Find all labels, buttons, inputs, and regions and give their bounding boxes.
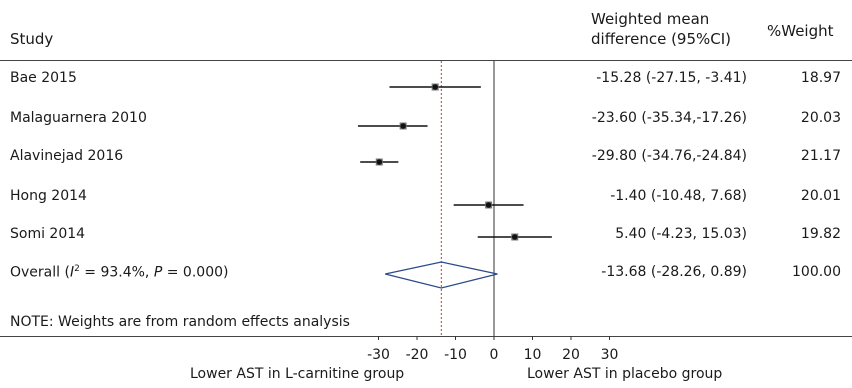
study-label: Hong 2014 (10, 188, 87, 204)
weights-note: NOTE: Weights are from random effects an… (10, 314, 350, 330)
study-ci-text: 5.40 (-4.23, 15.03) (615, 226, 747, 242)
study-label: Somi 2014 (10, 226, 86, 242)
study-ci-text: -1.40 (-10.48, 7.68) (610, 188, 747, 204)
study-point-estimate (485, 202, 492, 208)
study-weight-text: 20.01 (800, 188, 841, 204)
study-ci-text: -23.60 (-35.34,-17.26) (591, 110, 747, 126)
x-tick-label: -30 (367, 347, 390, 363)
study-point-estimate (400, 123, 406, 129)
x-tick-label: 0 (490, 347, 499, 363)
study-label: Bae 2015 (10, 70, 77, 86)
study-weight-text: 19.82 (800, 226, 841, 242)
axis-right-label: Lower AST in placebo group (527, 366, 723, 382)
x-tick-label: 10 (524, 347, 542, 363)
study-point-estimate (511, 234, 518, 240)
axis-left-label: Lower AST in L-carnitine group (190, 366, 405, 382)
x-tick-label: 30 (601, 347, 619, 363)
overall-ci-text: -13.68 (-28.26, 0.89) (601, 264, 747, 280)
weight-column-header: %Weight (767, 22, 834, 40)
study-weight-text: 21.17 (800, 148, 841, 164)
study-point-estimate (376, 159, 383, 165)
overall-weight-text: 100.00 (792, 264, 841, 280)
study-weight-text: 18.97 (800, 70, 841, 86)
x-tick-label: -20 (406, 347, 429, 363)
study-ci-text: -29.80 (-34.76,-24.84) (591, 148, 747, 164)
study-column-header: Study (10, 30, 54, 48)
study-label: Malaguarnera 2010 (10, 110, 147, 126)
effect-column-header-line1: Weighted mean (591, 10, 710, 28)
study-weight-text: 20.03 (800, 110, 841, 126)
study-ci-text: -15.28 (-27.15, -3.41) (596, 70, 747, 86)
header-rule (0, 60, 852, 61)
effect-column-header-line2: difference (95%CI) (591, 30, 732, 48)
overall-label: Overall (I2 = 93.4%, P = 0.000) (10, 264, 229, 281)
x-tick-label: 20 (562, 347, 580, 363)
study-label: Alavinejad 2016 (10, 148, 124, 164)
footer-rule (0, 336, 852, 337)
overall-diamond (385, 261, 498, 289)
study-point-estimate (432, 84, 438, 90)
x-tick-label: -10 (444, 347, 467, 363)
